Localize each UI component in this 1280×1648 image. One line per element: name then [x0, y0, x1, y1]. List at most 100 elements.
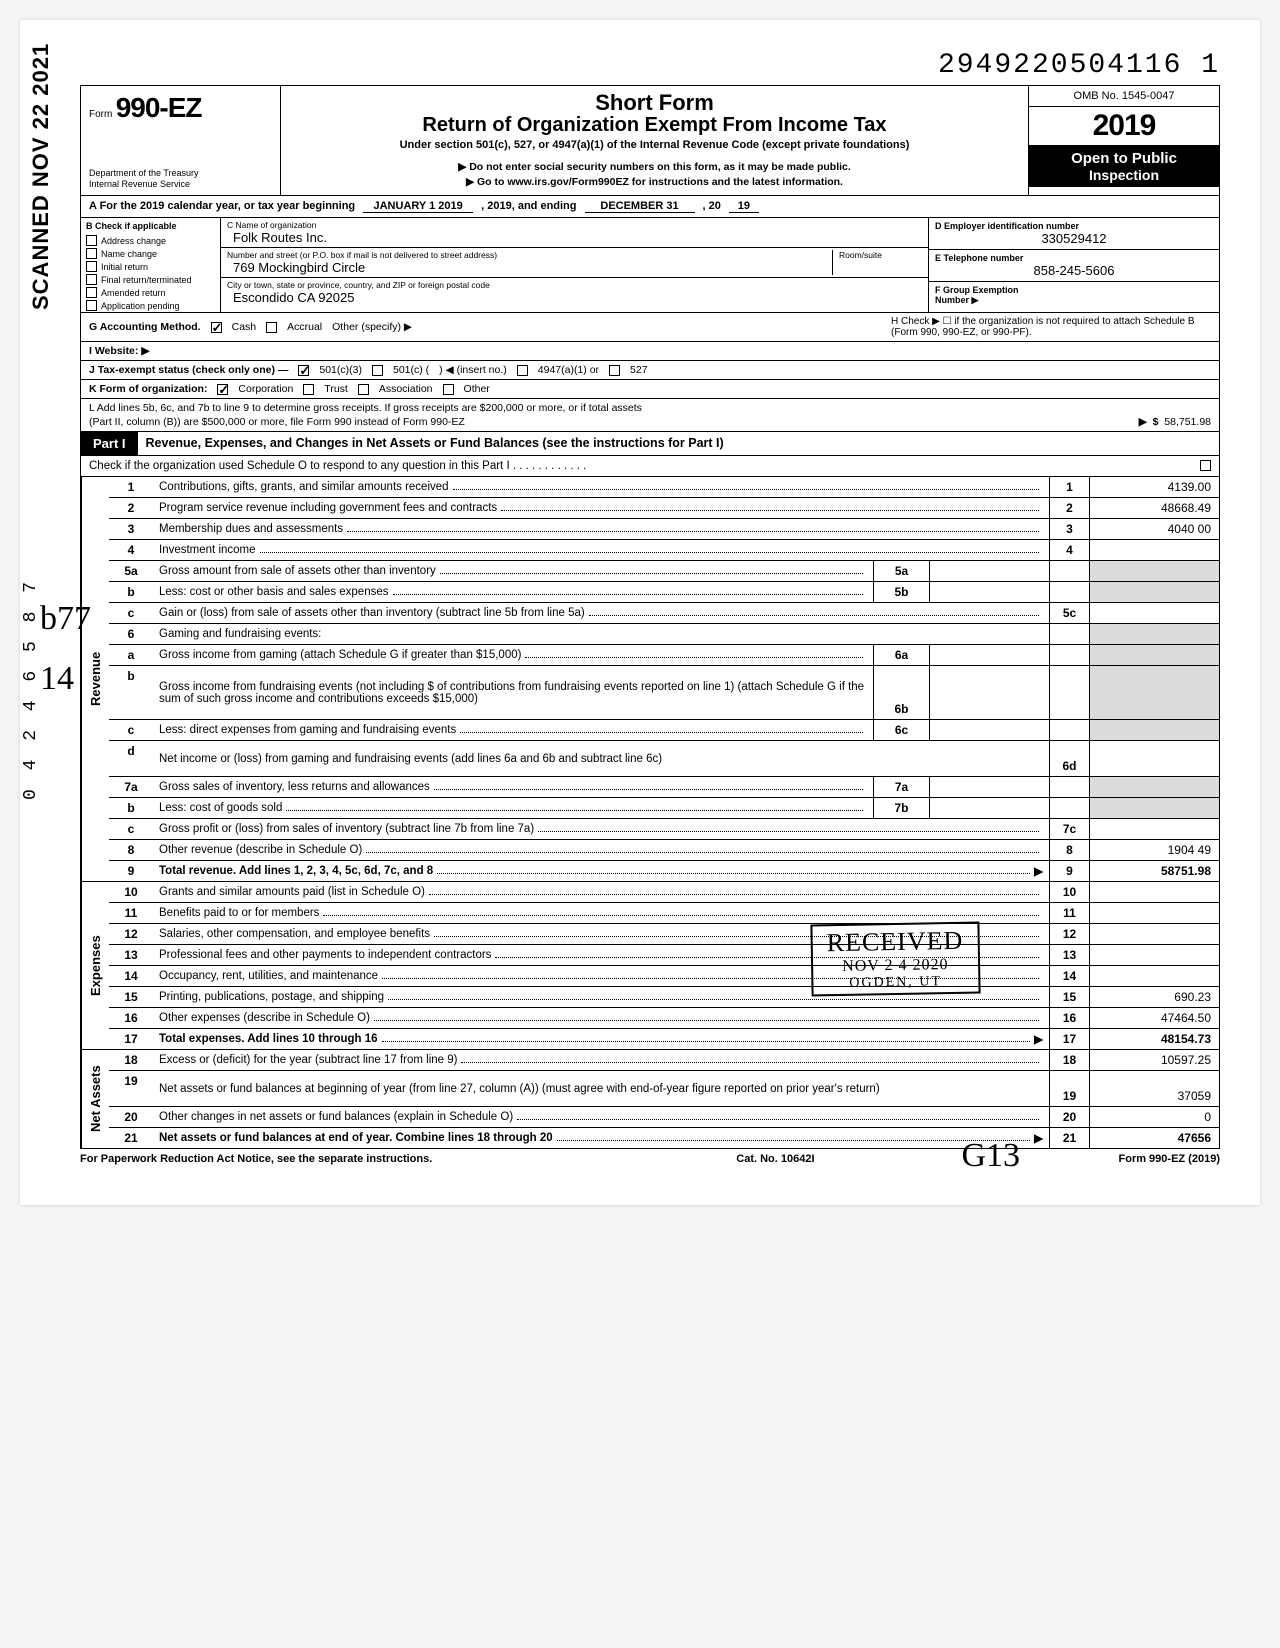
- lbl-501c: 501(c) (: [393, 364, 429, 376]
- ln-15-amt: 690.23: [1089, 987, 1219, 1007]
- org-address: 769 Mockingbird Circle: [227, 260, 832, 275]
- ln-3-amt: 4040 00: [1089, 519, 1219, 539]
- ln-4-box: 4: [1049, 540, 1089, 560]
- chk-4947[interactable]: [517, 365, 528, 376]
- chk-501c3[interactable]: [298, 365, 309, 376]
- chk-accrual[interactable]: [266, 322, 277, 333]
- chk-schedule-o[interactable]: [1200, 460, 1211, 471]
- chk-initial-return[interactable]: [86, 261, 97, 272]
- lbl-initial-return: Initial return: [101, 262, 148, 272]
- dept-irs: Internal Revenue Service: [89, 179, 272, 189]
- chk-corporation[interactable]: [217, 384, 228, 395]
- lbl-accrual: Accrual: [287, 321, 322, 333]
- open-line2: Inspection: [1031, 167, 1217, 183]
- ln-7b-sb: 7b: [873, 798, 929, 818]
- ln-20-no: 20: [109, 1107, 153, 1127]
- chk-final-return[interactable]: [86, 274, 97, 285]
- ln-5c-amt: [1089, 603, 1219, 623]
- lbl-association: Association: [379, 383, 433, 395]
- ln-7c-box: 7c: [1049, 819, 1089, 839]
- ln-6b-sv: [929, 666, 1049, 719]
- ln-9-desc: Total revenue. Add lines 1, 2, 3, 4, 5c,…: [159, 865, 433, 877]
- ln-21-no: 21: [109, 1128, 153, 1148]
- ln-17-no: 17: [109, 1029, 153, 1049]
- ln-7b-nbx: [1049, 798, 1089, 818]
- ln-5a-sv: [929, 561, 1049, 581]
- ln-11-box: 11: [1049, 903, 1089, 923]
- ln-6c-sv: [929, 720, 1049, 740]
- row-j: J Tax-exempt status (check only one) — 5…: [80, 361, 1220, 380]
- ln-5c-box: 5c: [1049, 603, 1089, 623]
- cal-yy: 19: [729, 200, 759, 213]
- ln-12-no: 12: [109, 924, 153, 944]
- ln-7a-amt: [1089, 777, 1219, 797]
- part1-check-line: Check if the organization used Schedule …: [80, 456, 1220, 477]
- ln-8-box: 8: [1049, 840, 1089, 860]
- ln-12-amt: [1089, 924, 1219, 944]
- ln-3-desc: Membership dues and assessments: [159, 523, 343, 535]
- ln-13-amt: [1089, 945, 1219, 965]
- form-number: 990-EZ: [116, 92, 202, 123]
- header-center: Short Form Return of Organization Exempt…: [281, 86, 1029, 195]
- ln-7b-desc: Less: cost of goods sold: [159, 802, 282, 814]
- lbl-501c-insert: ) ◀ (insert no.): [439, 364, 507, 376]
- ln-5a-desc: Gross amount from sale of assets other t…: [159, 565, 436, 577]
- ln-10-box: 10: [1049, 882, 1089, 902]
- ln-9-amt: 58751.98: [1089, 861, 1219, 881]
- ln-21-amt: 47656: [1089, 1128, 1219, 1148]
- ln-6d-amt: [1089, 741, 1219, 776]
- cal-end: DECEMBER 31: [585, 200, 695, 213]
- footer: For Paperwork Reduction Act Notice, see …: [80, 1149, 1220, 1165]
- lbl-room: Room/suite: [839, 250, 922, 260]
- ln-5b-nbx: [1049, 582, 1089, 602]
- handwriting-2: 14: [40, 660, 74, 698]
- ln-19-amt: 37059: [1089, 1071, 1219, 1106]
- lbl-j: J Tax-exempt status (check only one) —: [89, 364, 288, 376]
- form-label: Form: [89, 109, 112, 120]
- lbl-address: Number and street (or P.O. box if mail i…: [227, 250, 832, 260]
- ln-6-no: 6: [109, 624, 153, 644]
- lbl-tel: E Telephone number: [935, 253, 1213, 263]
- section-def: D Employer identification number 3305294…: [929, 218, 1219, 312]
- ln-1-desc: Contributions, gifts, grants, and simila…: [159, 481, 449, 493]
- document-id: 2949220504116 1: [80, 50, 1220, 81]
- chk-address-change[interactable]: [86, 235, 97, 246]
- chk-trust[interactable]: [303, 384, 314, 395]
- chk-association[interactable]: [358, 384, 369, 395]
- lbl-trust: Trust: [324, 383, 348, 395]
- chk-name-change[interactable]: [86, 248, 97, 259]
- ln-5a-nbx: [1049, 561, 1089, 581]
- ln-7a-sv: [929, 777, 1049, 797]
- ln-18-amt: 10597.25: [1089, 1050, 1219, 1070]
- ln-15-desc: Printing, publications, postage, and shi…: [159, 991, 384, 1003]
- under-section: Under section 501(c), 527, or 4947(a)(1)…: [293, 139, 1016, 151]
- chk-amended-return[interactable]: [86, 287, 97, 298]
- ln-3-box: 3: [1049, 519, 1089, 539]
- chk-application-pending[interactable]: [86, 300, 97, 311]
- side-expenses: Expenses: [81, 882, 109, 1049]
- ln-14-no: 14: [109, 966, 153, 986]
- ln-20-box: 20: [1049, 1107, 1089, 1127]
- lbl-ein: D Employer identification number: [935, 221, 1213, 231]
- ln-6a-desc: Gross income from gaming (attach Schedul…: [159, 649, 521, 661]
- chk-527[interactable]: [609, 365, 620, 376]
- chk-other-org[interactable]: [443, 384, 454, 395]
- lbl-4947: 4947(a)(1) or: [538, 364, 599, 376]
- ln-5b-sb: 5b: [873, 582, 929, 602]
- ln-5b-no: b: [109, 582, 153, 602]
- lbl-cash: Cash: [232, 321, 257, 333]
- row-l: L Add lines 5b, 6c, and 7b to line 9 to …: [80, 399, 1220, 432]
- side-net-assets: Net Assets: [81, 1050, 109, 1148]
- chk-cash[interactable]: [211, 322, 222, 333]
- l-line1: L Add lines 5b, 6c, and 7b to line 9 to …: [89, 402, 1211, 414]
- ln-6c-desc: Less: direct expenses from gaming and fu…: [159, 724, 456, 736]
- chk-501c[interactable]: [372, 365, 383, 376]
- ln-6c-no: c: [109, 720, 153, 740]
- ln-6c-sb: 6c: [873, 720, 929, 740]
- section-b-title: B Check if applicable: [81, 218, 220, 234]
- ln-10-desc: Grants and similar amounts paid (list in…: [159, 886, 425, 898]
- lbl-website: I Website: ▶: [89, 345, 149, 357]
- ln-2-amt: 48668.49: [1089, 498, 1219, 518]
- lbl-k: K Form of organization:: [89, 383, 207, 395]
- ln-5b-sv: [929, 582, 1049, 602]
